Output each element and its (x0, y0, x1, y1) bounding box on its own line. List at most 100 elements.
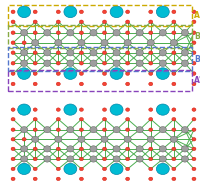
Circle shape (20, 60, 28, 67)
Circle shape (56, 72, 60, 75)
Circle shape (102, 177, 106, 181)
Circle shape (191, 108, 195, 111)
Circle shape (11, 167, 15, 171)
Circle shape (79, 41, 83, 45)
Circle shape (56, 128, 60, 131)
Circle shape (158, 60, 166, 67)
Circle shape (158, 29, 166, 36)
Circle shape (112, 156, 120, 162)
Circle shape (191, 167, 195, 171)
Bar (8, 5, 191, 26)
Circle shape (135, 60, 143, 67)
Circle shape (110, 68, 122, 79)
Circle shape (54, 136, 62, 143)
Circle shape (148, 128, 152, 131)
Circle shape (169, 136, 177, 143)
Circle shape (156, 68, 168, 79)
Circle shape (100, 40, 108, 46)
Circle shape (125, 128, 129, 131)
Circle shape (43, 50, 51, 56)
Circle shape (56, 118, 60, 121)
Circle shape (33, 147, 37, 151)
Circle shape (102, 51, 106, 54)
Circle shape (135, 50, 143, 56)
Circle shape (171, 167, 175, 171)
Circle shape (11, 61, 15, 65)
Circle shape (125, 108, 129, 111)
Circle shape (31, 136, 39, 143)
Circle shape (102, 10, 106, 14)
Circle shape (66, 60, 74, 67)
Circle shape (148, 118, 152, 121)
Circle shape (79, 82, 83, 86)
Circle shape (64, 104, 76, 115)
Circle shape (79, 10, 83, 14)
Circle shape (148, 51, 152, 54)
Circle shape (171, 31, 175, 35)
Circle shape (20, 50, 28, 56)
Circle shape (11, 128, 15, 131)
Circle shape (191, 51, 195, 54)
Circle shape (125, 157, 129, 161)
Circle shape (33, 61, 37, 65)
Circle shape (123, 136, 131, 143)
Circle shape (125, 10, 129, 14)
Circle shape (56, 138, 60, 141)
Circle shape (110, 6, 122, 18)
Circle shape (102, 128, 106, 131)
Circle shape (56, 82, 60, 86)
Circle shape (56, 20, 60, 24)
Circle shape (56, 10, 60, 14)
Circle shape (11, 72, 15, 75)
Circle shape (66, 146, 74, 152)
Circle shape (64, 163, 76, 174)
Circle shape (158, 156, 166, 162)
Circle shape (102, 138, 106, 141)
Circle shape (171, 157, 175, 161)
Circle shape (20, 156, 28, 162)
Circle shape (180, 50, 188, 56)
Circle shape (110, 163, 122, 174)
Circle shape (33, 31, 37, 35)
Circle shape (112, 29, 120, 36)
Circle shape (171, 138, 175, 141)
Circle shape (180, 29, 188, 36)
Circle shape (171, 51, 175, 54)
Circle shape (20, 29, 28, 36)
Text: B': B' (193, 55, 200, 64)
Circle shape (146, 136, 154, 143)
Circle shape (102, 82, 106, 86)
Circle shape (54, 40, 62, 46)
Circle shape (102, 61, 106, 65)
Circle shape (171, 72, 175, 75)
Circle shape (11, 20, 15, 24)
Circle shape (171, 118, 175, 121)
Circle shape (171, 177, 175, 181)
Circle shape (191, 82, 195, 86)
Circle shape (56, 157, 60, 161)
Circle shape (102, 147, 106, 151)
Circle shape (79, 167, 83, 171)
Circle shape (18, 104, 30, 115)
Circle shape (125, 20, 129, 24)
Circle shape (79, 177, 83, 181)
Circle shape (125, 31, 129, 35)
Circle shape (171, 128, 175, 131)
Circle shape (33, 108, 37, 111)
Circle shape (148, 10, 152, 14)
Circle shape (11, 31, 15, 35)
Circle shape (11, 41, 15, 45)
Circle shape (125, 51, 129, 54)
Circle shape (11, 147, 15, 151)
Circle shape (171, 41, 175, 45)
Circle shape (89, 29, 97, 36)
Circle shape (79, 61, 83, 65)
Circle shape (18, 68, 30, 79)
Circle shape (33, 138, 37, 141)
Circle shape (56, 41, 60, 45)
Circle shape (148, 138, 152, 141)
Circle shape (102, 157, 106, 161)
Circle shape (11, 118, 15, 121)
Circle shape (22, 41, 26, 45)
Circle shape (56, 51, 60, 54)
